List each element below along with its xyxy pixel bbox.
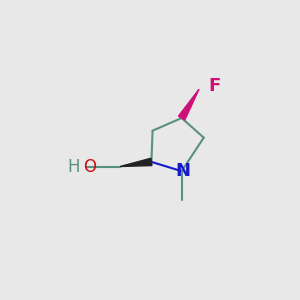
Text: O: O: [83, 158, 96, 175]
Text: H: H: [67, 158, 80, 175]
Polygon shape: [178, 89, 199, 120]
Text: N: N: [175, 162, 190, 180]
Polygon shape: [120, 158, 152, 166]
Text: F: F: [208, 77, 220, 95]
